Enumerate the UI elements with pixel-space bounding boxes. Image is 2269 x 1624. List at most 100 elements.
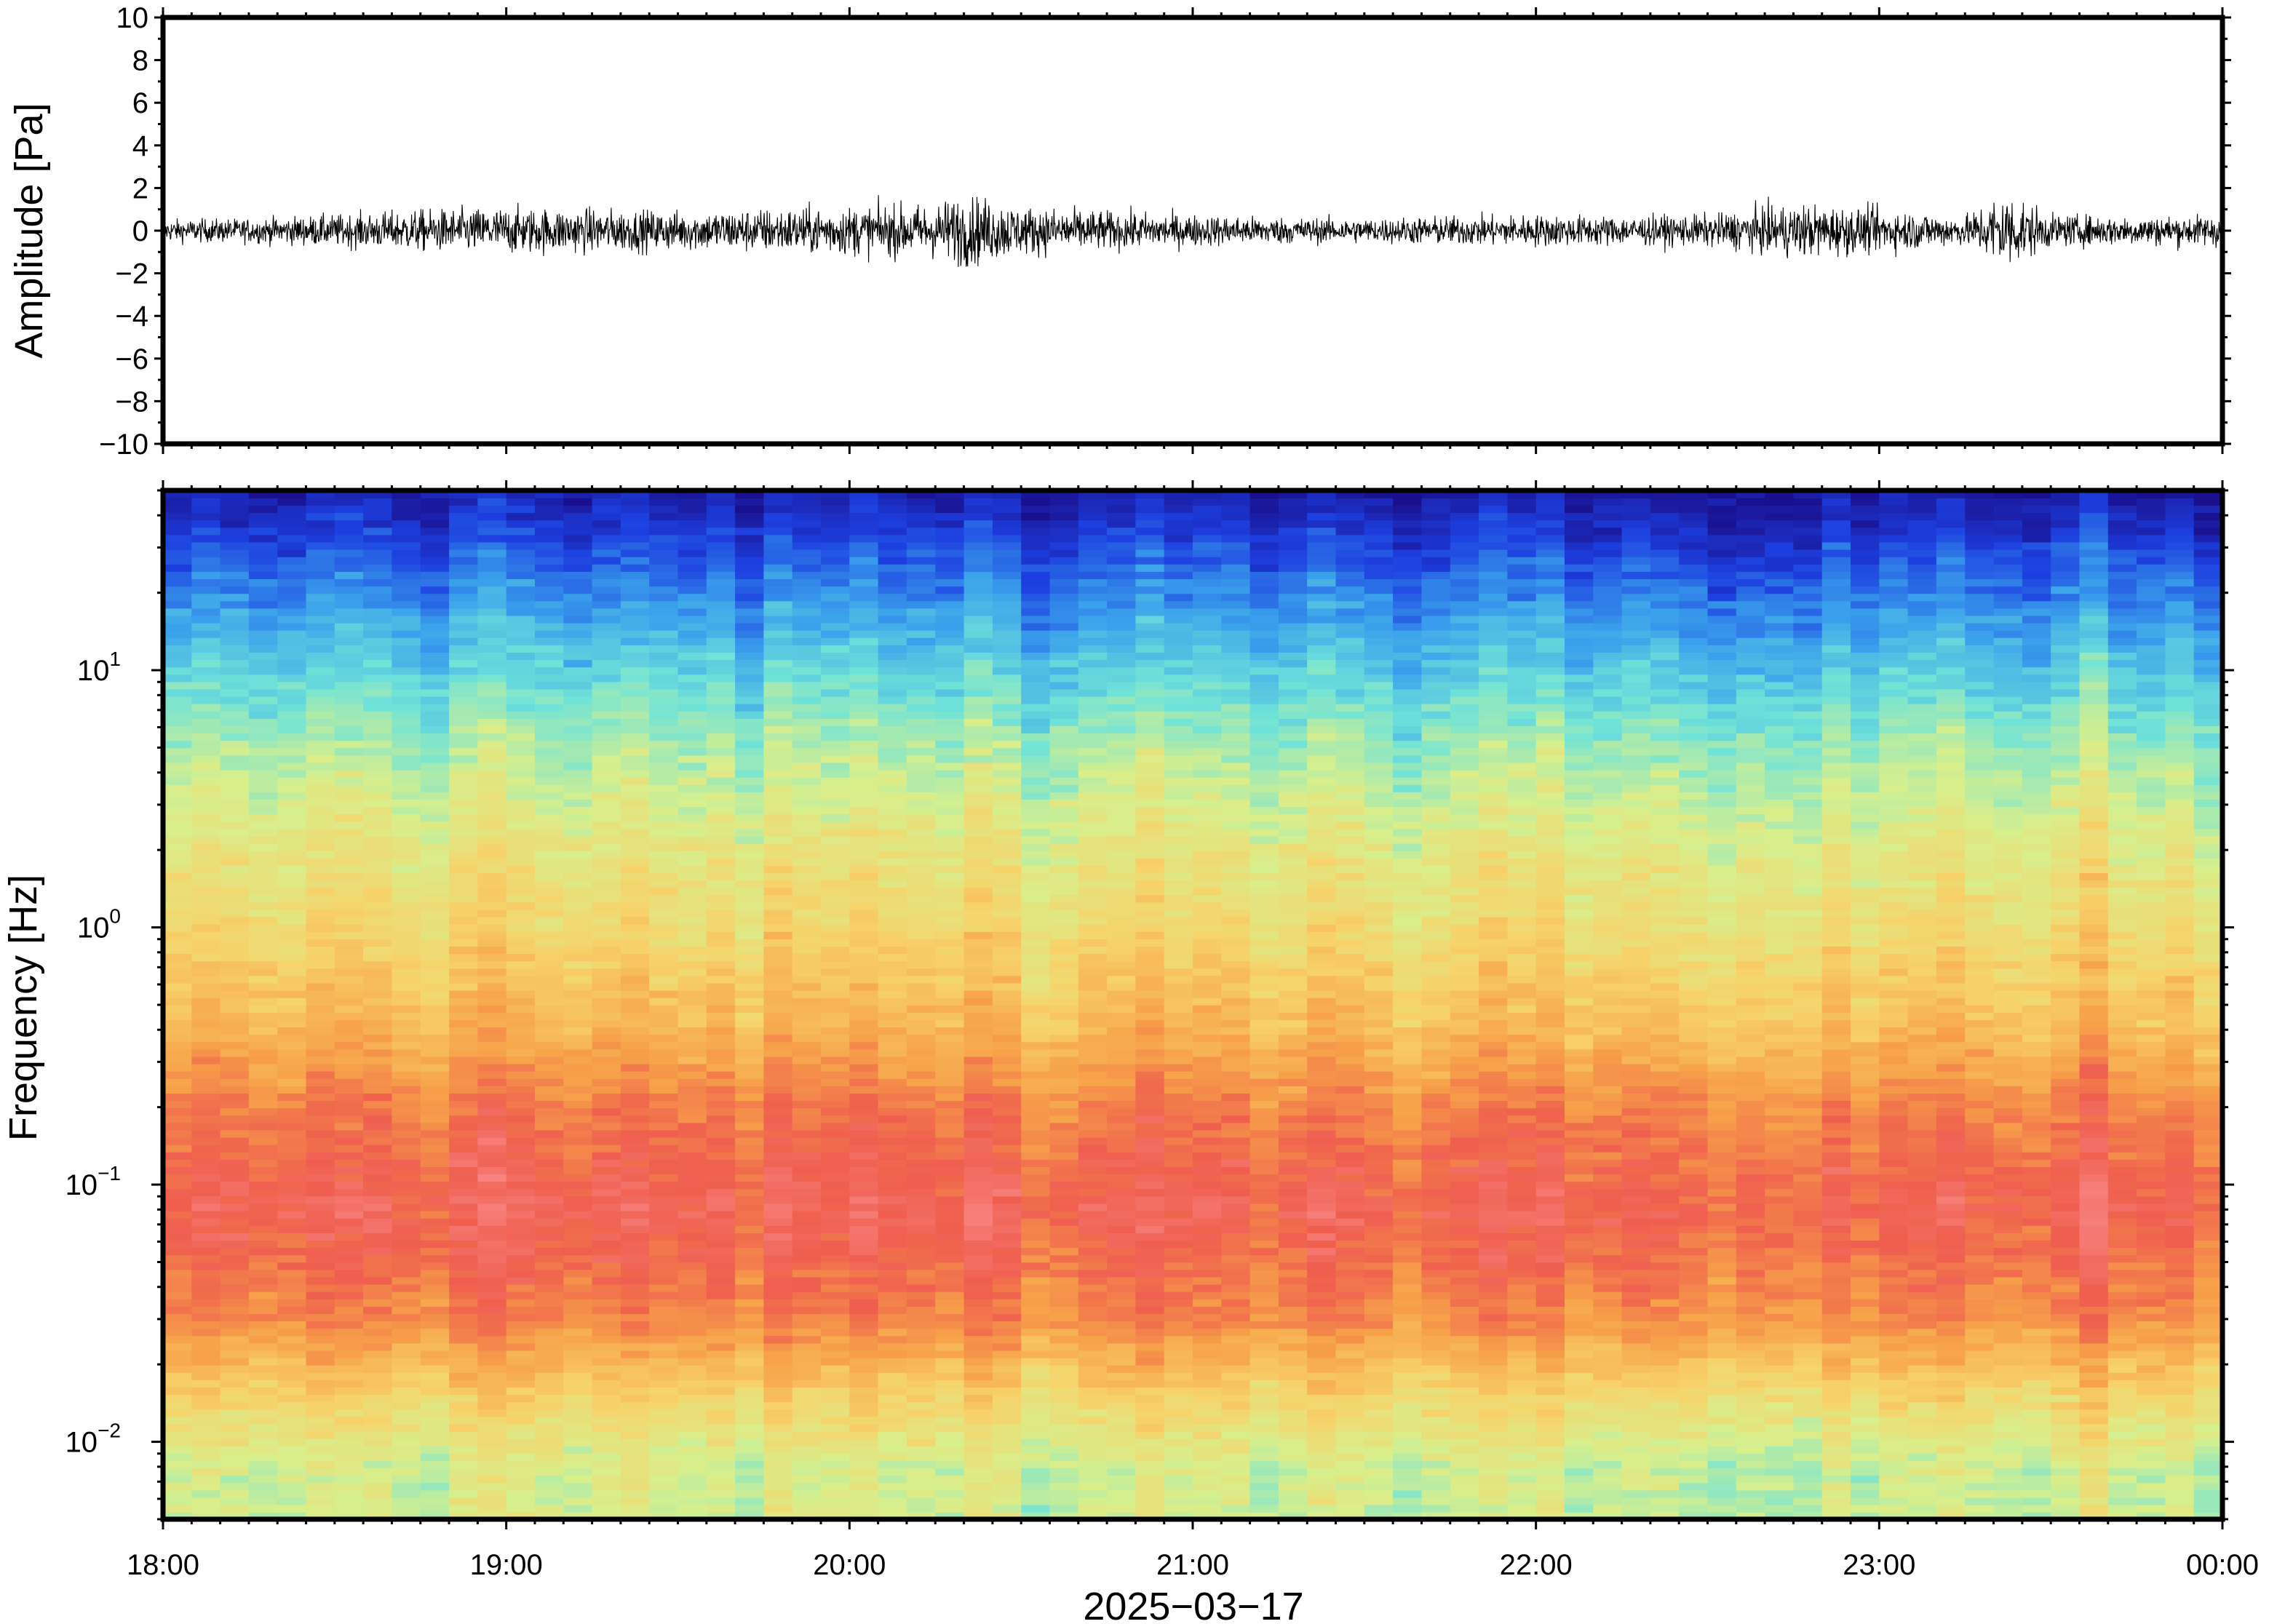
spectrogram-cell: [963, 725, 993, 734]
spectrogram-cell: [649, 1063, 679, 1072]
spectrogram-cell: [849, 1093, 879, 1102]
spectrogram-cell: [1078, 1217, 1108, 1226]
spectrogram-cell: [992, 534, 1022, 543]
spectrogram-cell: [449, 1446, 479, 1454]
spectrogram-cell: [706, 1240, 736, 1249]
spectrogram-cell: [563, 622, 593, 631]
spectrogram-cell: [649, 505, 679, 514]
spectrogram-cell: [306, 1181, 335, 1190]
spectrogram-cell: [792, 1401, 822, 1410]
spectrogram-cell: [992, 1188, 1022, 1197]
spectrogram-cell: [763, 1321, 793, 1329]
spectrogram-cell: [1021, 931, 1051, 939]
spectrogram-cell: [1078, 990, 1108, 998]
spectrogram-cell: [592, 755, 621, 763]
spectrogram-cell: [620, 1276, 650, 1285]
spectrogram-cell: [449, 769, 479, 778]
spectrogram-cell: [277, 520, 307, 528]
spectrogram-cell: [592, 1166, 621, 1175]
spectrogram-cell: [792, 527, 822, 536]
spectrogram-cell: [649, 821, 679, 829]
spectrogram-cell: [506, 718, 536, 726]
spectrogram-cell: [1021, 1357, 1051, 1366]
spectrogram-cell: [649, 1283, 679, 1292]
spectrogram-cell: [649, 1233, 679, 1241]
spectrogram-cell: [763, 696, 793, 704]
spectrogram-cell: [1107, 593, 1137, 602]
spectrogram-cell: [735, 1291, 765, 1299]
spectrogram-cell: [1049, 1321, 1079, 1329]
spectrogram-cell: [563, 939, 593, 947]
spectrogram-cell: [420, 622, 450, 631]
spectrogram-cell: [392, 931, 421, 939]
spectrogram-cell: [277, 1504, 307, 1513]
spectrogram-cell: [220, 1482, 250, 1491]
spectrogram-cell: [163, 960, 193, 969]
spectrogram-cell: [849, 1453, 879, 1461]
spectrogram-cell: [792, 1247, 822, 1256]
spectrogram-cell: [735, 1321, 765, 1329]
spectrogram-cell: [821, 1409, 851, 1417]
spectrogram-cell: [677, 1342, 707, 1351]
spectrogram-cell: [420, 1159, 450, 1167]
spectrogram-cell: [677, 1475, 707, 1484]
spectrogram-cell: [592, 821, 621, 829]
spectrogram-cell: [563, 666, 593, 675]
spectrogram-cell: [706, 1416, 736, 1425]
spectrogram-cell: [963, 1005, 993, 1013]
spectrogram-cell: [392, 916, 421, 925]
spectrogram-cell: [277, 733, 307, 741]
spectrogram-cell: [563, 1217, 593, 1226]
spectrogram-cell: [906, 1034, 936, 1043]
spectrogram-cell: [163, 1070, 193, 1079]
spectrogram-cell: [821, 1313, 851, 1322]
spectrogram-cell: [506, 1453, 536, 1461]
spectrogram-cell: [878, 527, 907, 536]
spectrogram-cell: [334, 769, 364, 778]
spectrogram-cell: [449, 982, 479, 991]
spectrogram-cell: [849, 931, 879, 939]
spectrogram-cell: [963, 880, 993, 888]
spectrogram-cell: [334, 556, 364, 565]
spectrogram-cell: [1107, 1048, 1137, 1057]
spectrogram-cell: [878, 1321, 907, 1329]
spectrogram-cell: [706, 1107, 736, 1116]
spectrogram-cell: [191, 747, 221, 756]
spectrogram-cell: [563, 1210, 593, 1219]
spectrogram-cell: [363, 645, 393, 653]
spectrogram-cell: [535, 1122, 565, 1131]
spectrogram-cell: [191, 1093, 221, 1102]
spectrogram-cell: [191, 1129, 221, 1138]
spectrogram-cell: [248, 762, 278, 771]
spectrogram-cell: [906, 740, 936, 749]
spectrogram-cell: [706, 1070, 736, 1079]
spectrogram-cell: [1049, 711, 1079, 719]
spectrogram-cell: [277, 894, 307, 903]
spectrogram-cell: [248, 659, 278, 668]
spectrogram-cell: [1021, 1350, 1051, 1358]
spectrogram-cell: [992, 688, 1022, 697]
spectrogram-cell: [420, 520, 450, 528]
spectrogram-cell: [792, 953, 822, 962]
spectrogram-cell: [906, 1100, 936, 1109]
waveform-y-axis-title: Amplitude [Pa]: [7, 103, 51, 358]
spectrogram-cell: [334, 747, 364, 756]
spectrogram-cell: [821, 1321, 851, 1329]
spectrogram-cell: [334, 564, 364, 572]
spectrogram-cell: [649, 645, 679, 653]
spectrogram-cell: [1078, 968, 1108, 976]
spectrogram-cell: [649, 733, 679, 741]
spectrogram-cell: [306, 615, 335, 624]
waveform-x-ticks: [162, 7, 2224, 454]
spectrogram-cell: [706, 652, 736, 661]
spectrogram-cell: [334, 608, 364, 616]
spectrogram-cell: [306, 1453, 335, 1461]
spectrogram-cell: [763, 887, 793, 896]
spectrogram-cell: [1021, 1122, 1051, 1131]
spectrogram-cell: [706, 586, 736, 594]
spectrogram-cell: [477, 1070, 507, 1079]
spectrogram-cell: [1021, 997, 1051, 1006]
spectrogram-cell: [506, 901, 536, 910]
spectrogram-cell: [277, 725, 307, 734]
spectrogram-cell: [935, 1254, 965, 1263]
